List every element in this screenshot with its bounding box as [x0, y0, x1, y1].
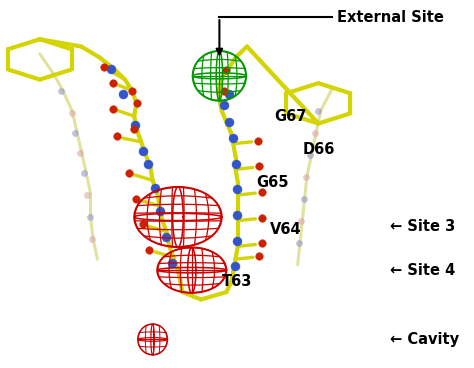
Text: ← Site 3: ← Site 3	[390, 219, 455, 234]
Text: V64: V64	[270, 222, 301, 237]
Text: T63: T63	[222, 274, 252, 289]
Text: D66: D66	[302, 142, 335, 157]
Text: G65: G65	[256, 175, 289, 190]
Text: ← Site 4: ← Site 4	[390, 263, 455, 277]
Text: ← Cavity: ← Cavity	[390, 332, 459, 347]
Text: External Site: External Site	[337, 10, 444, 25]
Text: G67: G67	[274, 109, 307, 124]
